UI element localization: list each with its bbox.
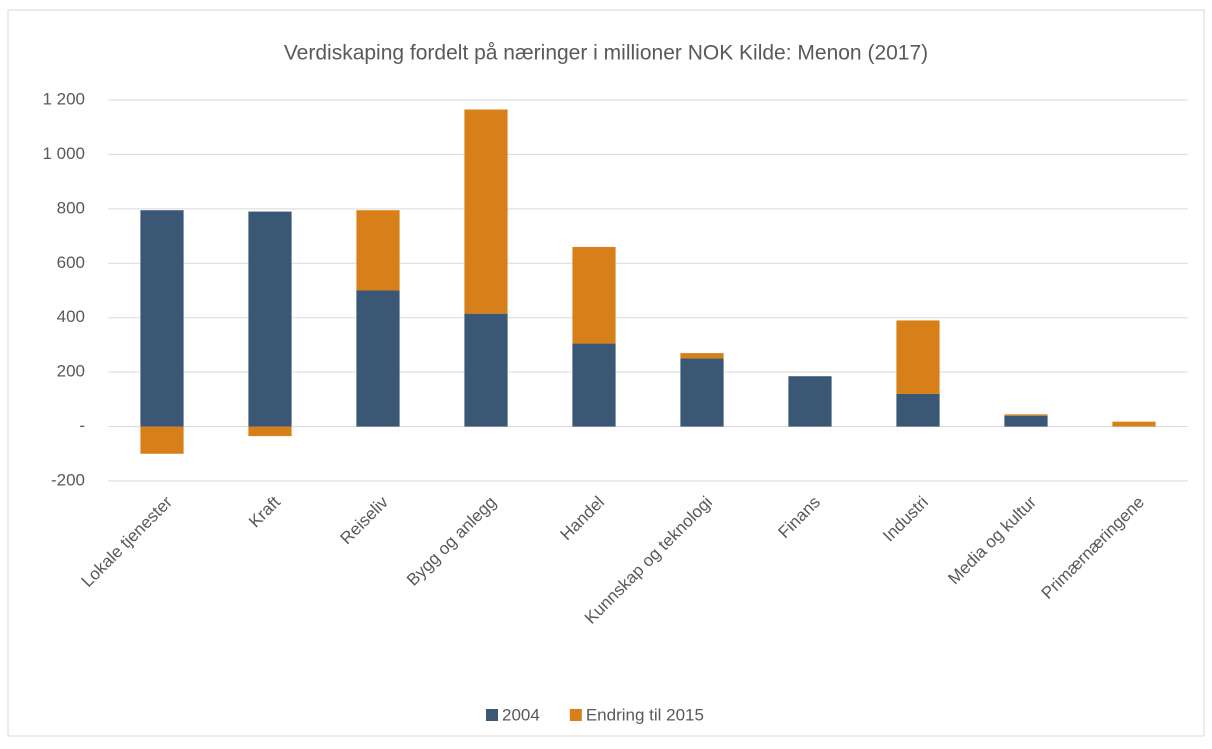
bar	[896, 320, 940, 394]
bar	[464, 313, 508, 427]
y-tick-label: 1 000	[42, 144, 85, 163]
bar	[572, 343, 616, 427]
chart-title: Verdiskaping fordelt på næringer i milli…	[284, 42, 928, 65]
bar	[788, 376, 832, 427]
y-tick-label: 200	[57, 362, 85, 381]
bar	[1004, 415, 1048, 427]
y-tick-label: 800	[57, 198, 85, 217]
y-tick-label: 1 200	[42, 89, 85, 108]
legend-swatch	[569, 709, 582, 721]
bar	[356, 290, 400, 427]
bar	[140, 210, 184, 427]
y-tick-label: -200	[51, 470, 85, 489]
bar	[248, 211, 292, 427]
bar	[1004, 414, 1048, 416]
bar	[464, 109, 508, 314]
bar	[356, 210, 400, 291]
bar	[680, 353, 724, 359]
bar	[248, 426, 292, 437]
y-tick-label: -	[79, 416, 85, 435]
bar	[572, 246, 616, 344]
legend-label: Endring til 2015	[586, 705, 704, 724]
y-tick-label: 400	[57, 307, 85, 326]
y-tick-label: 600	[57, 253, 85, 272]
bar	[1112, 421, 1156, 427]
bar	[680, 358, 724, 427]
bar	[140, 426, 184, 454]
legend-swatch	[486, 709, 498, 721]
legend-label: 2004	[502, 705, 540, 724]
bar	[896, 393, 940, 427]
